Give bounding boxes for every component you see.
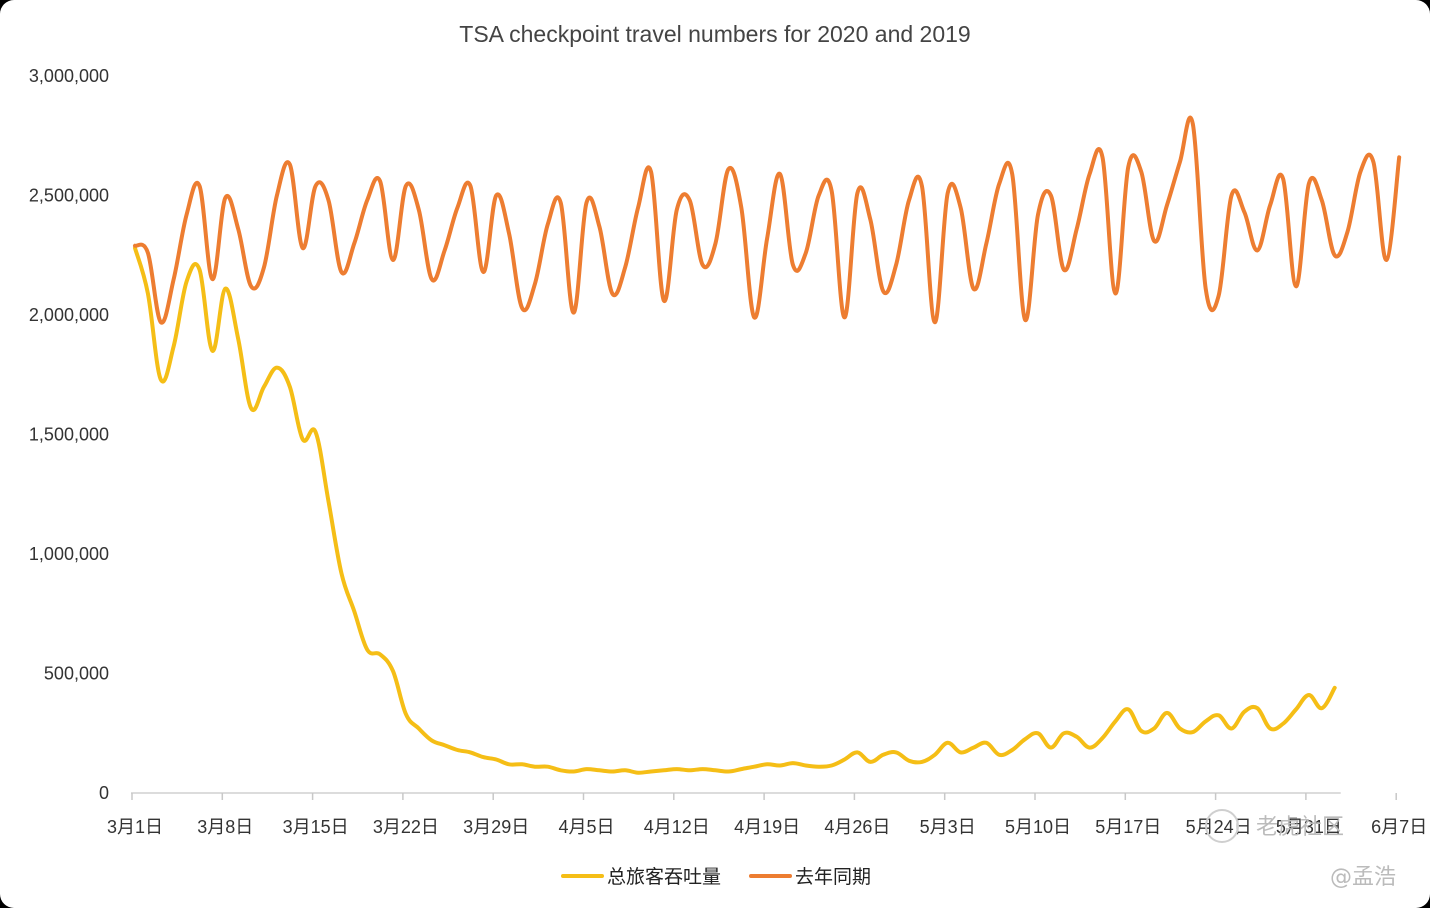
watermark-author: @孟浩 xyxy=(1330,865,1396,890)
y-tick-label: 2,000,000 xyxy=(29,305,109,325)
x-tick-label: 3月8日 xyxy=(197,817,253,837)
x-tick-label: 5月3日 xyxy=(920,817,976,837)
y-tick-label: 1,500,000 xyxy=(29,425,109,445)
y-tick-label: 500,000 xyxy=(44,664,109,684)
x-axis: 3月1日 3月8日 3月15日 3月22日 3月29日 4月5日 4月12日 4月19日 4月2… xyxy=(107,792,1427,837)
series-line-1 xyxy=(133,115,1402,325)
x-tick-label: 4月26日 xyxy=(824,817,890,837)
y-tick-label: 2,500,000 xyxy=(29,186,109,206)
y-tick-label: 1,000,000 xyxy=(29,544,109,564)
legend-label-series-1: 去年同期 xyxy=(795,866,871,888)
x-tick-label: 4月19日 xyxy=(734,817,800,837)
x-tick-label: 6月7日 xyxy=(1371,817,1427,837)
x-tick-label: 5月31日 xyxy=(1276,817,1342,837)
y-axis: 0 500,000 1,000,000 1,500,000 2,000,000 2,500… xyxy=(29,66,109,803)
x-tick-label: 5月17日 xyxy=(1095,817,1161,837)
x-tick-label: 3月29日 xyxy=(463,817,529,837)
x-tick-label: 4月12日 xyxy=(644,817,710,837)
y-tick-label: 3,000,000 xyxy=(29,66,109,86)
legend-label-series-0: 总旅客吞吐量 xyxy=(607,866,721,888)
x-tick-label: 5月10日 xyxy=(1005,817,1071,837)
watermark-center-text: 老虎社区 xyxy=(1256,815,1344,840)
x-tick-label: 5月24日 xyxy=(1186,817,1252,837)
chart-title: TSA checkpoint travel numbers for 2020 a… xyxy=(459,21,970,47)
x-tick-label: 3月1日 xyxy=(107,817,163,837)
series-layer xyxy=(133,115,1402,775)
y-tick-label: 0 xyxy=(99,783,109,803)
x-tick-label: 4月5日 xyxy=(558,817,614,837)
x-tick-label: 3月15日 xyxy=(283,817,349,837)
watermark-logo: 老虎社区 xyxy=(1205,809,1344,843)
legend: 总旅客吞吐量 去年同期 xyxy=(561,866,871,888)
x-tick-label: 3月22日 xyxy=(373,817,439,837)
watermark-logo-icon xyxy=(1205,809,1239,843)
series-line-0 xyxy=(133,246,1337,775)
